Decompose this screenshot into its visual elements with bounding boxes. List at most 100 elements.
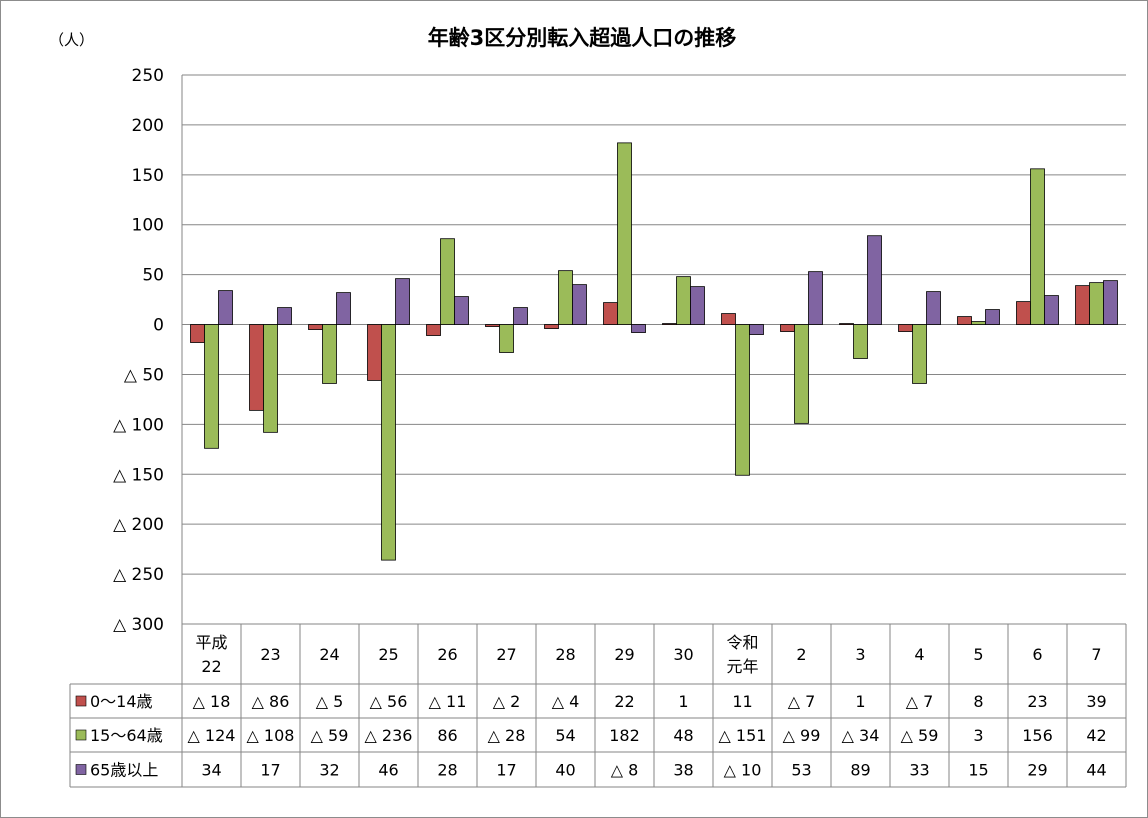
bar <box>957 316 972 325</box>
data-label: 54 <box>555 726 575 745</box>
legend-entry: 0〜14歳 <box>90 692 153 711</box>
bar <box>735 324 750 476</box>
bar <box>898 324 913 332</box>
bar <box>853 324 868 359</box>
data-label: △ 59 <box>311 726 349 745</box>
bar <box>1044 295 1059 325</box>
data-label: △ 7 <box>788 692 816 711</box>
bar <box>1075 285 1090 325</box>
data-label: 23 <box>1027 692 1047 711</box>
bar <box>544 324 559 329</box>
x-tick-label: 30 <box>673 645 693 664</box>
data-label: 40 <box>555 761 575 780</box>
data-label: 53 <box>791 761 811 780</box>
y-tick-label: 50 <box>142 266 164 286</box>
x-tick-label: 27 <box>496 645 516 664</box>
bar <box>721 313 736 325</box>
data-label: △ 59 <box>901 726 939 745</box>
bar <box>631 324 646 333</box>
bar <box>780 324 795 332</box>
bar <box>322 324 337 384</box>
x-tick-label: 22 <box>201 657 221 676</box>
y-tick-label: 100 <box>132 216 164 236</box>
bar <box>690 286 705 325</box>
bar <box>485 324 500 327</box>
data-label: 29 <box>1027 761 1047 780</box>
chart-title: 年齢3区分別転入超過人口の推移 <box>428 26 737 50</box>
x-tick-label: 平成 <box>195 633 227 652</box>
y-tick-label: 150 <box>132 166 164 186</box>
data-label: △ 99 <box>783 726 821 745</box>
y-tick-label: 0 <box>153 316 164 336</box>
bar <box>1016 301 1031 325</box>
x-tick-label: 令和 <box>726 633 758 652</box>
data-label: △ 236 <box>365 726 413 745</box>
bar <box>263 324 278 433</box>
data-label: △ 18 <box>193 692 231 711</box>
data-label: 39 <box>1086 692 1106 711</box>
x-tick-label: 5 <box>973 645 983 664</box>
data-label: △ 34 <box>842 726 880 745</box>
bar <box>971 321 986 325</box>
bar <box>676 276 691 325</box>
x-tick-label: 28 <box>555 645 575 664</box>
legend-swatch <box>75 764 87 775</box>
data-label: 28 <box>437 761 457 780</box>
x-tick-label: 3 <box>855 645 865 664</box>
bar <box>749 324 764 335</box>
bar <box>249 324 264 411</box>
bar <box>794 324 809 424</box>
bar <box>867 235 882 325</box>
x-tick-label: 25 <box>378 645 398 664</box>
data-label: 11 <box>732 692 752 711</box>
bar <box>839 323 854 325</box>
y-tick-label: △ 250 <box>113 565 164 585</box>
data-label: △ 2 <box>493 692 521 711</box>
legend-entry: 65歳以上 <box>90 761 158 780</box>
x-tick-label: 23 <box>260 645 280 664</box>
data-label: △ 5 <box>316 692 344 711</box>
data-label: 182 <box>609 726 640 745</box>
bar <box>662 323 677 325</box>
bar <box>381 324 396 561</box>
bar <box>367 324 382 381</box>
x-tick-label: 24 <box>319 645 339 664</box>
data-label: 1 <box>678 692 688 711</box>
x-tick-label: 26 <box>437 645 457 664</box>
data-label: △ 11 <box>429 692 467 711</box>
data-label: 156 <box>1022 726 1053 745</box>
bar <box>572 284 587 325</box>
y-axis-ticks: 250 200 150 100 50 0 △ 50 △ 100 △ 150 △ 200 △ 250 △… <box>113 66 164 635</box>
bar <box>454 296 469 325</box>
bar <box>395 278 410 325</box>
bar <box>912 324 927 384</box>
data-label: 48 <box>673 726 693 745</box>
bar <box>603 302 618 325</box>
data-label: 44 <box>1086 761 1106 780</box>
bar <box>308 324 323 330</box>
bar <box>808 271 823 325</box>
bar <box>499 324 514 353</box>
data-label: 86 <box>437 726 457 745</box>
bar <box>617 142 632 325</box>
x-tick-label: 2 <box>796 645 806 664</box>
y-tick-label: △ 100 <box>113 415 164 435</box>
bar <box>1089 282 1104 325</box>
bar <box>926 291 941 325</box>
bar <box>513 307 528 325</box>
x-tick-label: 4 <box>914 645 924 664</box>
data-label: 32 <box>319 761 339 780</box>
data-label: △ 86 <box>252 692 290 711</box>
unit-label: （人） <box>49 31 94 49</box>
legend-entry: 15〜64歳 <box>90 726 163 745</box>
legend-swatch <box>75 695 87 707</box>
data-label: 33 <box>909 761 929 780</box>
data-label: 8 <box>973 692 983 711</box>
data-label: △ 28 <box>488 726 526 745</box>
data-label: 89 <box>850 761 870 780</box>
bars <box>190 142 1118 561</box>
y-tick-label: △ 150 <box>113 465 164 485</box>
